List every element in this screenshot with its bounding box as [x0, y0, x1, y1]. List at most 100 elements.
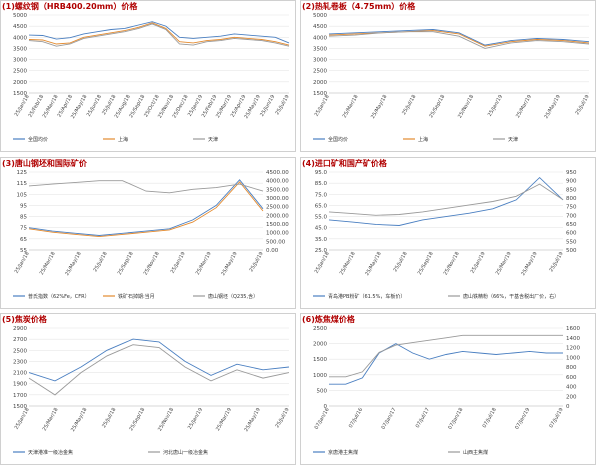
- y-tick-label: 3500: [313, 46, 327, 52]
- y-tick-label: 4000: [313, 35, 327, 41]
- x-tick-label: 07/Jan/16: [314, 407, 331, 431]
- y-tick-label: 5000: [313, 13, 327, 19]
- x-tick-label: 25/Sep/18: [428, 94, 446, 119]
- y-right-tick-label: 4000.00: [266, 179, 289, 185]
- x-tick-label: 25/May/19: [220, 251, 238, 277]
- y-right-tick-label: 2000.00: [266, 213, 289, 219]
- x-tick-label: 25/May/18: [370, 94, 388, 120]
- x-tick-label: 25/Jul/19: [274, 94, 290, 116]
- x-tick-label: 25/Sep/18: [417, 251, 435, 276]
- y-right-tick-label: 950: [566, 170, 577, 176]
- x-tick-label: 25/Jan/19: [170, 251, 187, 275]
- y-right-tick-label: 0.00: [266, 248, 279, 254]
- y-tick-label: 2000: [13, 80, 27, 86]
- y-right-tick-label: 700: [566, 213, 577, 219]
- chart-title: (2)热轧卷板（4.75mm）价格: [302, 2, 416, 11]
- chart-title: (1)螺纹钢（HRB400.20mm）价格: [2, 2, 138, 11]
- x-tick-label: 25/Jul/18: [392, 251, 408, 273]
- x-tick-label: 07/Jul/16: [348, 407, 364, 429]
- y-tick-label: 4000: [13, 35, 27, 41]
- x-tick-label: 07/Jan/19: [514, 407, 531, 431]
- x-tick-label: 25/Nov/18: [143, 251, 161, 276]
- x-tick-label: 07/Jan/18: [447, 407, 464, 431]
- series-line: [329, 334, 563, 378]
- y-tick-label: 3500: [13, 46, 27, 52]
- legend-label: 山西主焦煤: [463, 449, 488, 456]
- chart-panel-tangshan-billet-and-ore-price: (3)唐山钢坯和国际矿价 55 65 75 85 95 105 115 125 0.00 500.…: [0, 157, 296, 309]
- series-line: [28, 21, 290, 44]
- plot-area: 1500 2000 2500 3000 3500 4000 4500 5000 25/Jan/1…: [313, 13, 591, 143]
- x-tick-label: 25/Sep/18: [117, 251, 135, 276]
- legend-item: 全国均价: [313, 136, 348, 143]
- legend-item: 上海: [403, 136, 428, 143]
- plot-area: 55 65 75 85 95 105 115 125 0.00 500.00 1000.00 1500…: [13, 170, 289, 300]
- y-tick-label: 2000: [313, 80, 327, 86]
- legend-item: 天津: [193, 136, 218, 143]
- y-tick-label: 3000: [13, 58, 27, 64]
- y-tick-label: 2300: [13, 359, 27, 365]
- plot-area: 1500 1700 1900 2100 2300 2500 2700 2900 25/Jan/1…: [13, 326, 291, 456]
- legend-label: 全国均价: [28, 136, 48, 143]
- y-right-tick-label: 2500.00: [266, 205, 289, 211]
- legend-item: 青岛港PB粉矿（61.5%，车板价）: [313, 293, 405, 300]
- y-right-tick-label: 1500.00: [266, 222, 289, 228]
- y-tick-label: 1700: [13, 393, 27, 399]
- y-tick-label: 55.0: [315, 215, 328, 221]
- y-right-tick-label: 1200: [566, 346, 580, 352]
- y-tick-label: 1500: [13, 91, 27, 97]
- y-tick-label: 105: [17, 192, 28, 198]
- legend-label: 普氏指数（62%Fe，CFR）: [28, 293, 90, 300]
- x-tick-label: 25/Jul/19: [274, 407, 290, 429]
- chart-plot: 1500200025003000350040004500500025/Jan/1…: [13, 13, 291, 143]
- legend-item: 山西主焦煤: [448, 449, 488, 456]
- y-right-tick-label: 1600: [566, 326, 580, 332]
- x-tick-label: 25/Mar/18: [42, 407, 60, 432]
- y-tick-label: 75: [20, 226, 27, 232]
- y-right-tick-label: 600: [566, 375, 577, 381]
- y-right-tick-label: 1000: [566, 355, 580, 361]
- x-tick-label: 25/Jul/19: [548, 251, 564, 273]
- y-right-tick-label: 650: [566, 222, 577, 228]
- y-tick-label: 1500: [313, 91, 327, 97]
- y-tick-label: 500: [317, 388, 328, 394]
- legend-item: 天津港准一级冶金焦: [13, 449, 73, 456]
- y-right-tick-label: 4500.00: [266, 170, 289, 176]
- y-right-tick-label: 400: [566, 385, 577, 391]
- y-tick-label: 95.0: [315, 170, 328, 176]
- y-tick-label: 2500: [313, 69, 327, 75]
- x-tick-label: 25/Mar/19: [515, 94, 533, 119]
- y-tick-label: 125: [17, 170, 28, 176]
- x-tick-label: 07/Jan/17: [380, 407, 397, 431]
- plot-area: 25.0 35.0 45.0 55.0 65.0 75.0 85.0 95.0 500 550 60…: [313, 170, 577, 300]
- series-line: [28, 344, 290, 396]
- series-line: [28, 338, 290, 382]
- y-tick-label: 5000: [13, 13, 27, 19]
- legend-item: 唐山铁精粉（66%，干基含税出厂价，右）: [448, 293, 559, 300]
- legend-label: 青岛港PB粉矿（61.5%，车板价）: [328, 293, 405, 300]
- x-tick-label: 25/May/19: [520, 251, 538, 277]
- y-right-tick-label: 3500.00: [266, 187, 289, 193]
- series-line: [28, 179, 264, 236]
- y-tick-label: 4500: [313, 24, 327, 30]
- series-line: [28, 181, 264, 238]
- x-tick-label: 25/Jun/18: [86, 94, 103, 118]
- y-tick-label: 1000: [313, 373, 327, 379]
- chart-panel-hot-rolled-coil-price: (2)热轧卷板（4.75mm）价格 1500 2000 2500 3000 3500 40…: [300, 0, 596, 152]
- y-right-tick-label: 800: [566, 196, 577, 202]
- x-tick-label: 25/Sep/18: [128, 407, 146, 432]
- x-tick-label: 07/Jul/18: [482, 407, 498, 429]
- series-line: [328, 31, 590, 49]
- legend-label: 上海: [118, 136, 128, 143]
- x-tick-label: 25/Nov/18: [157, 407, 175, 432]
- y-tick-label: 55: [20, 248, 27, 254]
- series-line: [328, 29, 590, 46]
- series-line: [328, 176, 564, 226]
- chart-panel-rebar-price: (1)螺纹钢（HRB400.20mm）价格 1500 2000 2500 3000 35…: [0, 0, 296, 152]
- y-tick-label: 2100: [13, 371, 27, 377]
- y-tick-label: 1900: [13, 382, 27, 388]
- y-tick-label: 2500: [13, 348, 27, 354]
- x-tick-label: 25/Jul/18: [401, 94, 417, 116]
- y-tick-label: 95: [20, 203, 27, 209]
- y-tick-label: 2500: [13, 69, 27, 75]
- x-tick-label: 25/Jun/19: [259, 94, 276, 118]
